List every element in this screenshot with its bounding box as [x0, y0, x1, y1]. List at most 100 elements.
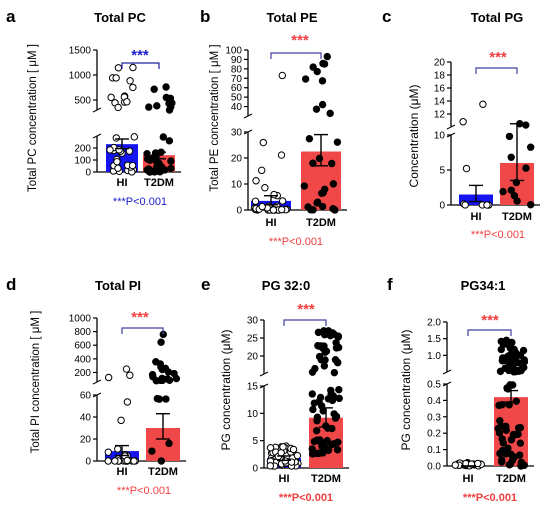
data-point-t2dm: [316, 393, 325, 402]
panel-a-significance: ***: [131, 47, 149, 64]
panel-d: d Total PI Total PI concentration [ μM ]…: [6, 275, 186, 497]
data-point-t2dm: [308, 368, 317, 376]
data-point-hi: [114, 64, 123, 72]
y-tick-label: 20: [434, 58, 446, 69]
data-point-t2dm: [502, 450, 510, 458]
panel-d-xtick-t2dm: T2DM: [148, 466, 178, 478]
axis-break-mark: [442, 369, 452, 375]
panel-f: f PG34:1 PG concentration (μM) 0.0 0.1 0.2…: [387, 275, 534, 504]
axis-break-mark: [92, 133, 102, 139]
data-point-hi: [474, 459, 482, 468]
data-point-t2dm: [143, 155, 152, 163]
data-point-t2dm: [317, 356, 325, 364]
data-point-t2dm: [167, 157, 175, 165]
y-tick-label: 100: [225, 46, 242, 57]
data-point-t2dm: [512, 366, 521, 375]
data-point-t2dm: [319, 59, 327, 68]
data-point-hi: [129, 83, 137, 92]
data-point-hi: [122, 365, 131, 373]
data-point-t2dm: [328, 159, 336, 168]
panel-e-plot: 0 5 10 15 20 25 30: [247, 316, 349, 475]
data-point-t2dm: [499, 439, 507, 447]
data-point-t2dm: [335, 385, 343, 394]
data-point-t2dm: [309, 405, 317, 414]
panel-a-pvalue: ***P<0.001: [113, 196, 167, 208]
data-point-t2dm: [159, 133, 168, 141]
data-point-t2dm: [516, 439, 525, 447]
data-point-t2dm: [514, 424, 523, 432]
data-point-hi: [483, 201, 491, 209]
y-tick-label: 18: [434, 71, 446, 82]
data-point-hi: [123, 456, 131, 465]
data-point-hi: [130, 457, 138, 465]
axis-break-mark: [243, 113, 253, 119]
y-tick-label: 30: [231, 128, 243, 139]
data-point-hi: [461, 201, 469, 209]
data-point-t2dm: [510, 192, 519, 200]
data-point-t2dm: [321, 185, 329, 193]
data-point-t2dm: [309, 206, 317, 214]
significance-bracket: [121, 62, 160, 69]
y-tick-label: 10: [247, 409, 259, 420]
panel-b-label: b: [200, 7, 210, 26]
panel-b-significance: ***: [291, 32, 309, 49]
panel-b: b Total PE Total PE concentration [ μM ]…: [200, 7, 347, 248]
data-point-t2dm: [313, 67, 321, 76]
y-tick-label: 2.0: [427, 318, 441, 329]
panel-b-title: Total PE: [266, 10, 317, 25]
data-point-t2dm: [162, 93, 171, 102]
data-point-t2dm: [507, 350, 515, 358]
panel-e-title: PG 32:0: [262, 278, 310, 293]
panel-d-label: d: [6, 275, 16, 294]
data-point-hi: [104, 373, 113, 382]
panel-e: e PG 32:0 PG concentration (μM) 0 5 10 15 20…: [201, 275, 349, 504]
data-point-hi: [279, 443, 287, 451]
panel-a-title: Total PC: [94, 10, 146, 25]
data-point-t2dm: [313, 198, 322, 206]
y-tick-label: 5: [439, 166, 445, 177]
data-point-hi: [266, 444, 275, 452]
y-tick-label: 0: [236, 206, 242, 217]
y-tick-label: 14: [434, 97, 446, 108]
y-tick-label: 0: [252, 464, 258, 475]
significance-bracket: [270, 52, 322, 59]
data-point-t2dm: [150, 85, 158, 93]
data-point-hi: [106, 146, 114, 154]
y-tick-label: 15: [247, 382, 259, 393]
data-point-t2dm: [526, 201, 535, 209]
panel-d-pvalue: ***P<0.001: [117, 485, 171, 497]
panel-f-pvalue: ***P<0.001: [463, 492, 517, 504]
data-point-hi: [113, 157, 121, 166]
data-point-t2dm: [517, 458, 526, 467]
panel-f-label: f: [387, 275, 393, 294]
data-point-t2dm: [323, 436, 331, 445]
data-point-hi: [289, 445, 298, 454]
data-point-hi: [462, 164, 471, 173]
data-point-t2dm: [157, 338, 165, 346]
data-point-t2dm: [162, 395, 170, 403]
data-point-t2dm: [334, 333, 342, 341]
data-point-t2dm: [168, 99, 176, 107]
panel-e-xtick-t2dm: T2DM: [311, 473, 341, 485]
data-point-hi: [123, 98, 131, 106]
data-point-t2dm: [497, 337, 506, 346]
y-tick-label: 60: [80, 391, 92, 402]
data-point-hi: [111, 457, 119, 465]
panel-d-plot: 0 20 40 60 200 400 600 800 1000: [69, 314, 186, 468]
y-tick-label: 40: [80, 413, 92, 424]
data-point-t2dm: [313, 416, 321, 425]
panel-c-xtick-t2dm: T2DM: [502, 211, 532, 223]
data-point-hi: [104, 448, 112, 456]
data-point-t2dm: [309, 159, 317, 167]
data-point-hi: [117, 416, 125, 425]
data-point-hi: [112, 134, 120, 142]
data-point-t2dm: [331, 414, 340, 422]
panel-c: c Total PG Concentration (μM) 0 5 10 12 14 16…: [382, 7, 540, 241]
axis-break-mark: [92, 379, 102, 385]
data-point-t2dm: [309, 63, 317, 71]
y-tick-label: 20: [80, 435, 92, 446]
axis-break-mark: [446, 124, 456, 130]
data-point-t2dm: [335, 394, 343, 403]
